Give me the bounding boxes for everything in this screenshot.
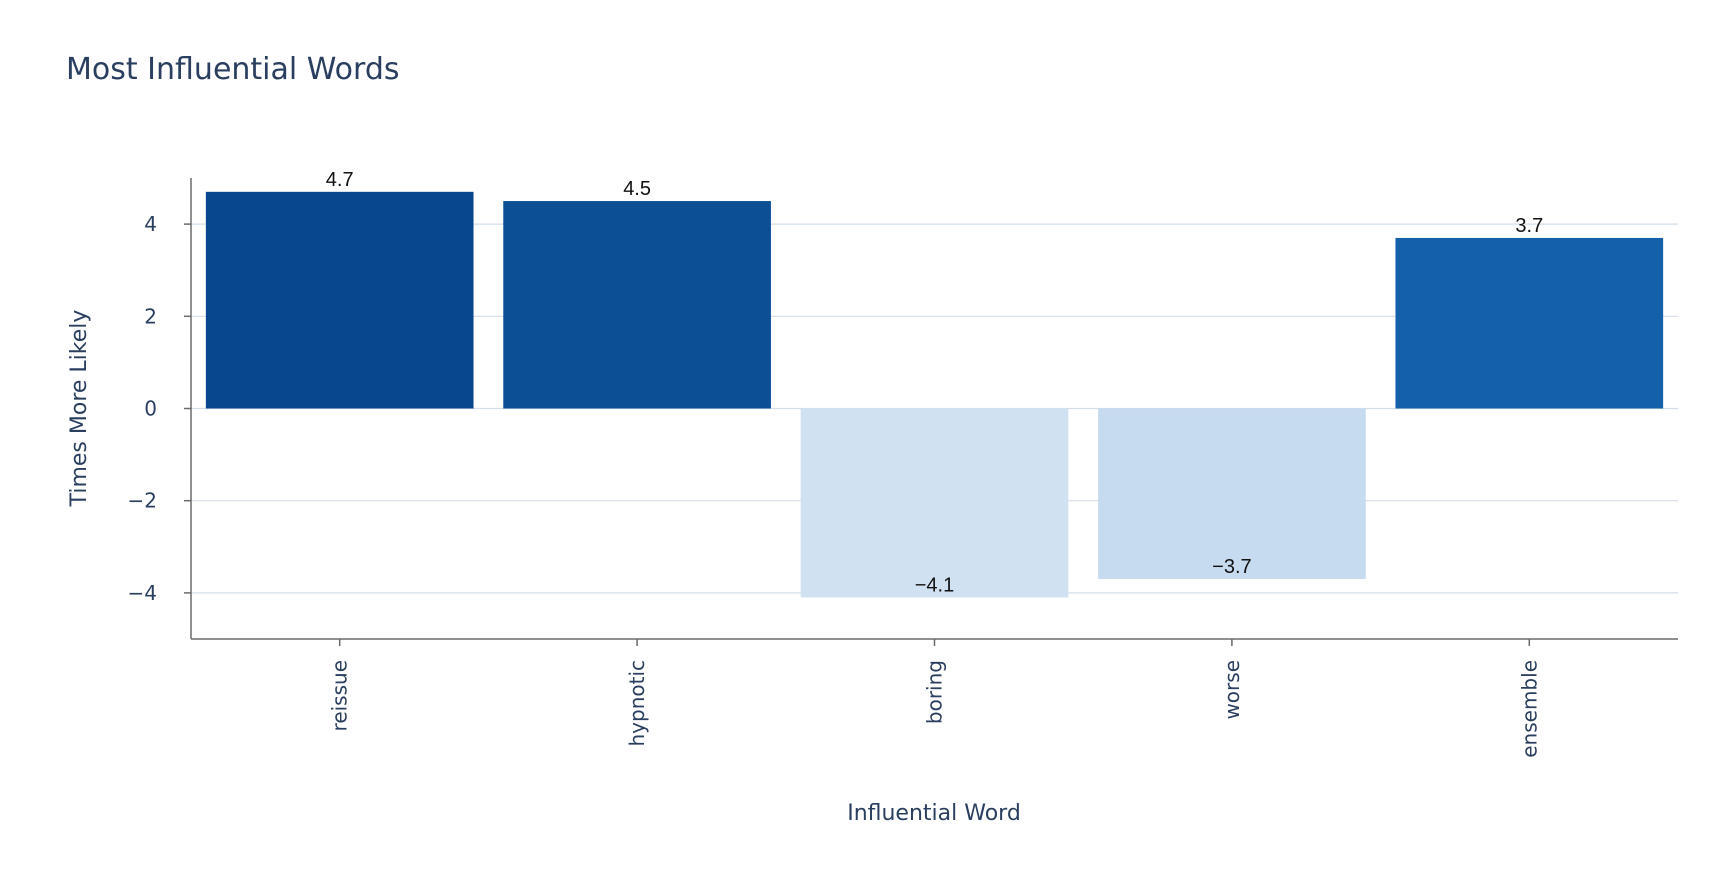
- bars: [205, 191, 1664, 598]
- data-label: 3.7: [1515, 215, 1543, 237]
- x-tick-label: boring: [923, 660, 947, 724]
- data-label: 4.7: [326, 169, 354, 191]
- x-tick-label: reissue: [328, 660, 352, 731]
- y-tick-label: 0: [144, 397, 157, 421]
- data-label: 4.5: [623, 178, 651, 200]
- x-tick-label: worse: [1220, 660, 1244, 720]
- y-tick-label: −2: [128, 489, 157, 513]
- bar: [1098, 408, 1366, 580]
- x-tick-label: ensemble: [1517, 660, 1541, 758]
- data-labels: 4.7 4.5 −4.1 −3.7 3.7: [326, 169, 1543, 597]
- y-axis-title: Times More Likely: [67, 310, 92, 508]
- x-axis-title: Influential Word: [847, 801, 1021, 826]
- x-ticks: reissue hypnotic boring worse ensemble: [328, 639, 1541, 758]
- y-tick-label: 2: [144, 304, 157, 328]
- x-tick-label: hypnotic: [625, 660, 649, 747]
- chart-title: Most Influential Words: [66, 52, 400, 87]
- data-label: −3.7: [1212, 556, 1251, 578]
- y-tick-label: 4: [144, 212, 157, 236]
- y-tick-label: −4: [128, 581, 157, 605]
- bar: [205, 191, 474, 409]
- data-label: −4.1: [915, 575, 954, 597]
- bar: [503, 201, 771, 409]
- bar: [800, 408, 1069, 598]
- y-ticks: −4 −2 0 2 4: [128, 212, 191, 605]
- bar: [1395, 237, 1664, 409]
